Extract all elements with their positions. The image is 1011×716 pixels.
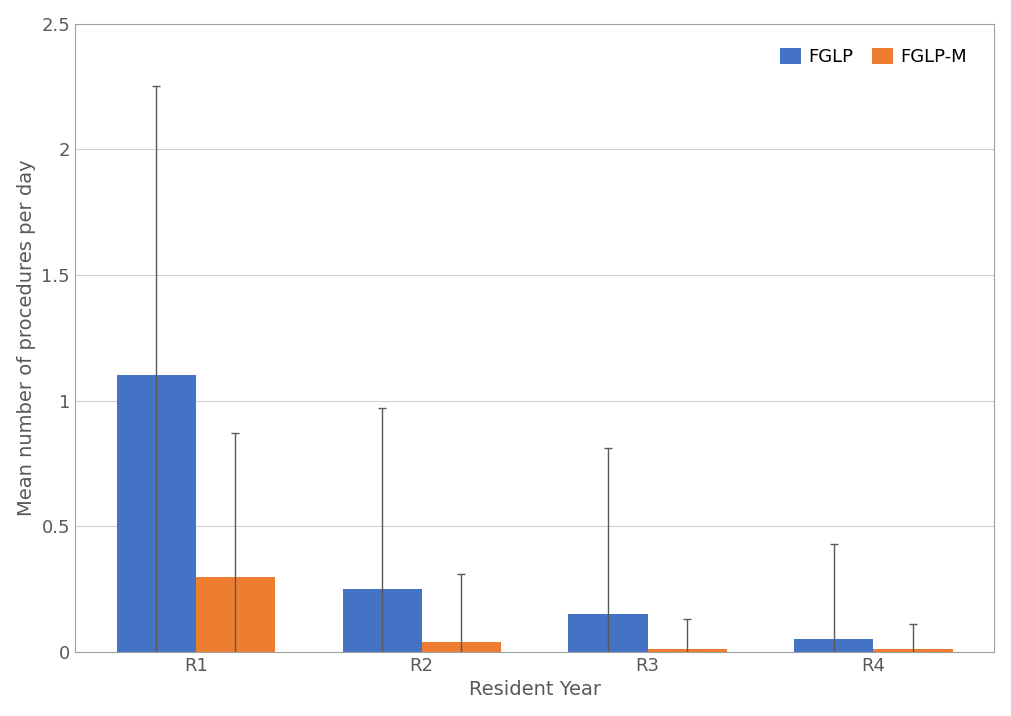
Bar: [422, 642, 500, 652]
Legend: FGLP, FGLP-M: FGLP, FGLP-M: [770, 39, 976, 75]
Bar: [196, 576, 275, 652]
Bar: [647, 649, 727, 652]
Bar: [795, 639, 874, 652]
X-axis label: Resident Year: Resident Year: [468, 680, 601, 700]
Bar: [874, 649, 952, 652]
Bar: [568, 614, 647, 652]
Bar: [343, 589, 422, 652]
Bar: [116, 375, 196, 652]
Y-axis label: Mean number of procedures per day: Mean number of procedures per day: [16, 160, 35, 516]
